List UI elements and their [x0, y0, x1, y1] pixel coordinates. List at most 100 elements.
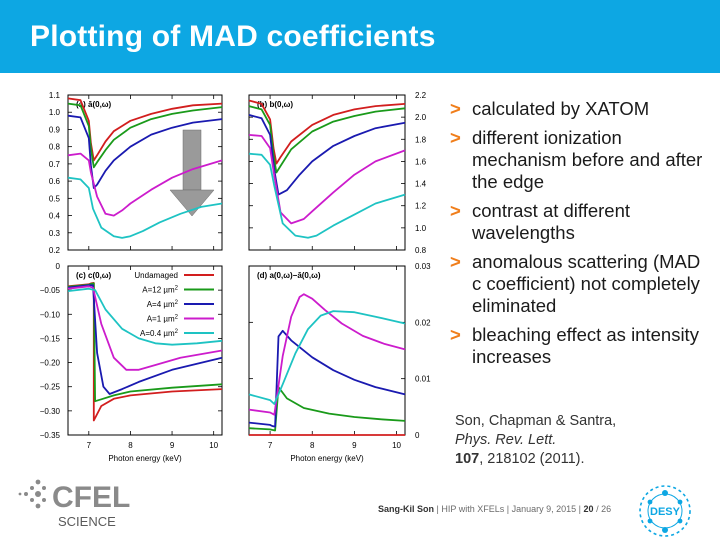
bullet-item: > anomalous scattering (MAD c coefficient…	[450, 251, 712, 317]
y-tick-label: 2.0	[415, 113, 427, 122]
bullet-marker: >	[450, 200, 461, 221]
legend-label: A=0.4 µm2	[140, 329, 179, 338]
x-tick-label: 8	[310, 441, 315, 450]
y-tick-label: 0.01	[415, 375, 431, 384]
series-line-a4	[67, 114, 223, 189]
y-tick-label: −0.05	[40, 286, 61, 295]
bullet-marker: >	[450, 98, 461, 119]
y-tick-label: −0.10	[40, 310, 61, 319]
x-tick-label: 9	[352, 441, 357, 450]
bullet-item: > bleaching effect as intensity increases	[450, 324, 712, 368]
x-tick-label: 10	[209, 441, 218, 450]
series-line-a12	[67, 102, 223, 169]
series-line-undamaged	[67, 97, 223, 162]
series-line-a1	[67, 152, 223, 217]
slide-title: Plotting of MAD coefficients	[30, 20, 436, 53]
y-tick-label: −0.20	[40, 359, 61, 368]
legend-label: A=1 µm2	[147, 315, 179, 324]
y-tick-label: 0.5	[49, 194, 61, 203]
y-tick-label: 1.0	[415, 224, 427, 233]
series-line-a12	[67, 282, 223, 403]
panel-label: (b) b(0,ω)	[257, 100, 293, 109]
legend-label: A=12 µm2	[142, 286, 178, 295]
reference-authors: Son, Chapman & Santra,	[455, 413, 617, 429]
y-tick-label: 0.8	[415, 246, 427, 255]
bullet-marker: >	[450, 127, 461, 148]
arrow-head	[169, 189, 215, 217]
y-tick-label: 0.02	[415, 318, 431, 327]
series-line-a4	[248, 114, 406, 196]
y-tick-label: 1.0	[49, 108, 61, 117]
panel-label: (d) a(0,ω)−ā(0,ω)	[257, 271, 321, 280]
y-tick-label: 0.8	[49, 143, 61, 152]
footer-total: / 26	[596, 504, 612, 514]
desy-logo: DESY	[639, 485, 691, 537]
series-line-a04	[248, 152, 406, 239]
footer-talk: HIP with XFELs	[441, 504, 505, 514]
y-tick-label: 2.2	[415, 91, 427, 100]
bullet-list: > calculated by XATOM > different ionizati…	[450, 98, 712, 375]
series-line-a4	[67, 284, 223, 395]
y-tick-label: 0.7	[49, 160, 61, 169]
x-tick-label: 7	[87, 441, 92, 450]
y-tick-label: −0.25	[40, 383, 61, 392]
y-tick-label: 0.3	[49, 229, 61, 238]
cfel-logo: CFEL SCIENCE	[18, 479, 130, 529]
series-line-a1	[248, 293, 406, 416]
plot-frame	[248, 265, 406, 436]
legend-label: Undamaged	[134, 271, 178, 280]
reference: Son, Chapman & Santra, Phys. Rev. Lett. …	[455, 412, 616, 469]
y-tick-label: 0.9	[49, 125, 61, 134]
y-tick-label: 0.4	[49, 212, 61, 221]
x-tick-label: 10	[392, 441, 401, 450]
legend-label: A=4 µm2	[147, 300, 179, 309]
series-line-undamaged	[248, 99, 406, 165]
bullet-text: bleaching effect as intensity increases	[472, 324, 699, 367]
bullet-item: > different ionization mechanism before a…	[450, 127, 712, 193]
y-tick-label: 1.4	[415, 180, 427, 189]
x-tick-label: 8	[128, 441, 133, 450]
cfel-logo-text: CFEL	[52, 481, 130, 514]
y-tick-label: 0.03	[415, 262, 431, 271]
footer-page: 20	[583, 504, 594, 514]
x-tick-label: 9	[170, 441, 175, 450]
mad-coefficient-plots: 0.2 0.3 0.4 0.5 0.6 0.7 0.8 0.9 1.0 1.1 (a) ā(0,ω)…	[40, 91, 431, 463]
y-tick-label: −0.15	[40, 334, 61, 343]
footer-author: Sang-Kil Son	[378, 504, 434, 514]
bullet-text: calculated by XATOM	[472, 98, 650, 119]
reference-journal: Phys. Rev. Lett.	[455, 432, 557, 448]
x-axis-label: Photon energy (keV)	[290, 454, 364, 463]
y-tick-label: −0.35	[40, 431, 61, 440]
y-tick-label: −0.30	[40, 407, 61, 416]
y-tick-label: 1.1	[49, 91, 61, 100]
series-line-a12	[248, 105, 406, 174]
plot-frame	[248, 94, 406, 251]
reference-volume: 107	[455, 451, 480, 467]
bullet-text: contrast at different wavelengths	[472, 200, 631, 243]
arrow-shaft	[182, 129, 202, 191]
bullet-text: different ionization mechanism before an…	[472, 127, 703, 192]
bullet-item: > contrast at different wavelengths	[450, 200, 712, 244]
series-line-a12	[248, 386, 406, 432]
y-tick-label: 0.2	[49, 246, 61, 255]
y-tick-label: 1.6	[415, 157, 427, 166]
reference-rest: , 218102 (2011).	[479, 451, 585, 467]
bullet-marker: >	[450, 324, 461, 345]
series-line-a04	[248, 310, 406, 405]
footer-separator: |	[436, 504, 439, 514]
x-tick-label: 7	[268, 441, 273, 450]
footer-separator: |	[506, 504, 510, 514]
bullet-item: > calculated by XATOM	[450, 98, 712, 120]
bullet-text: anomalous scattering (MAD c coefficient)…	[472, 251, 701, 316]
footer-separator: |	[578, 504, 582, 514]
x-axis-label: Photon energy (keV)	[108, 454, 182, 463]
series-line-a1	[67, 285, 223, 371]
cfel-science-text: SCIENCE	[58, 514, 116, 529]
footer: Sang-Kil Son | HIP with XFELs | January …	[378, 504, 611, 514]
desy-logo-text: DESY	[650, 506, 681, 518]
y-tick-label: 0	[56, 262, 61, 271]
series-line-a04	[67, 176, 223, 239]
plot-frame	[67, 94, 223, 251]
title-bar	[0, 0, 720, 73]
y-tick-label: 1.2	[415, 202, 427, 211]
